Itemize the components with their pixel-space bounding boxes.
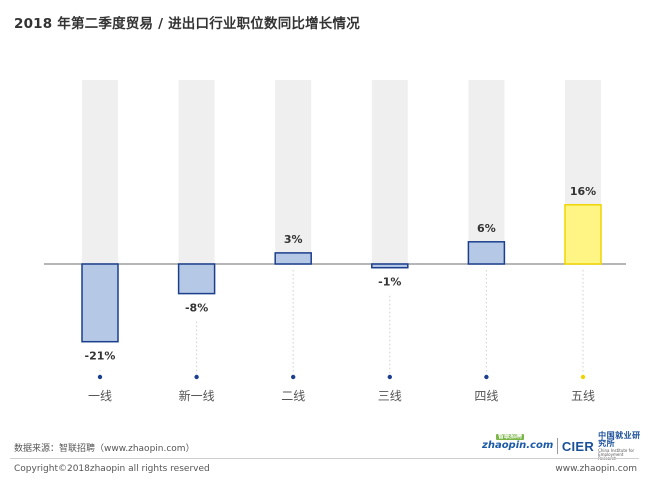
cier-logo: CIER [561, 438, 595, 454]
category-dot [580, 374, 586, 380]
category-dot [97, 374, 103, 380]
category-dot [291, 374, 296, 380]
cier-chinese-name: 中国就业研究所 [598, 430, 641, 448]
website-url: www.zhaopin.com [555, 464, 637, 474]
category-label: 五线 [571, 389, 595, 403]
bar [564, 204, 602, 265]
zhaopin-logo-badge: 智联招聘 [496, 433, 525, 440]
category-label: 新一线 [179, 388, 215, 403]
background-column [275, 80, 312, 264]
bar [371, 263, 409, 269]
logo-divider [557, 438, 558, 454]
background-column [178, 80, 215, 264]
cier-logo-subtitle: 中国就业研究所 China Institute for Employment R… [598, 430, 642, 461]
logo-area: zhaopin.com 智联招聘 CIER 中国就业研究所 China Inst… [482, 431, 642, 460]
bar [467, 241, 506, 265]
zhaopin-logo-text: zhaopin.com [482, 440, 554, 451]
category-dot [387, 374, 392, 380]
category-dot [484, 374, 489, 380]
bar [274, 252, 312, 265]
category-label: 三线 [378, 389, 402, 403]
value-label: 3% [284, 233, 303, 246]
value-label: -8% [185, 302, 208, 315]
category-label: 二线 [281, 389, 305, 403]
bar [81, 263, 119, 343]
value-label: -1% [378, 276, 401, 289]
category-label: 四线 [474, 389, 498, 403]
bar-chart: -21% 一线 -8% 新一线 3% 二线 -1% 三线 6% 四线 16% 五线 [44, 80, 626, 403]
chart-title: 2018 年第二季度贸易 / 进出口行业职位数同比增长情况 [14, 16, 360, 32]
value-label: -21% [85, 350, 116, 363]
category-label: 一线 [88, 389, 112, 403]
background-column [371, 80, 408, 264]
value-label: 6% [477, 222, 496, 235]
bar [177, 263, 216, 295]
value-label: 16% [570, 185, 596, 198]
copyright-text: Copyright©2018zhaopin all rights reserve… [14, 464, 210, 474]
category-dot [194, 374, 199, 380]
background-column [82, 80, 118, 264]
background-column [468, 80, 505, 264]
data-source-note: 数据来源：智联招聘（www.zhaopin.com） [14, 444, 195, 454]
footer-divider [10, 458, 639, 459]
zhaopin-logo: zhaopin.com 智联招聘 [482, 434, 554, 451]
